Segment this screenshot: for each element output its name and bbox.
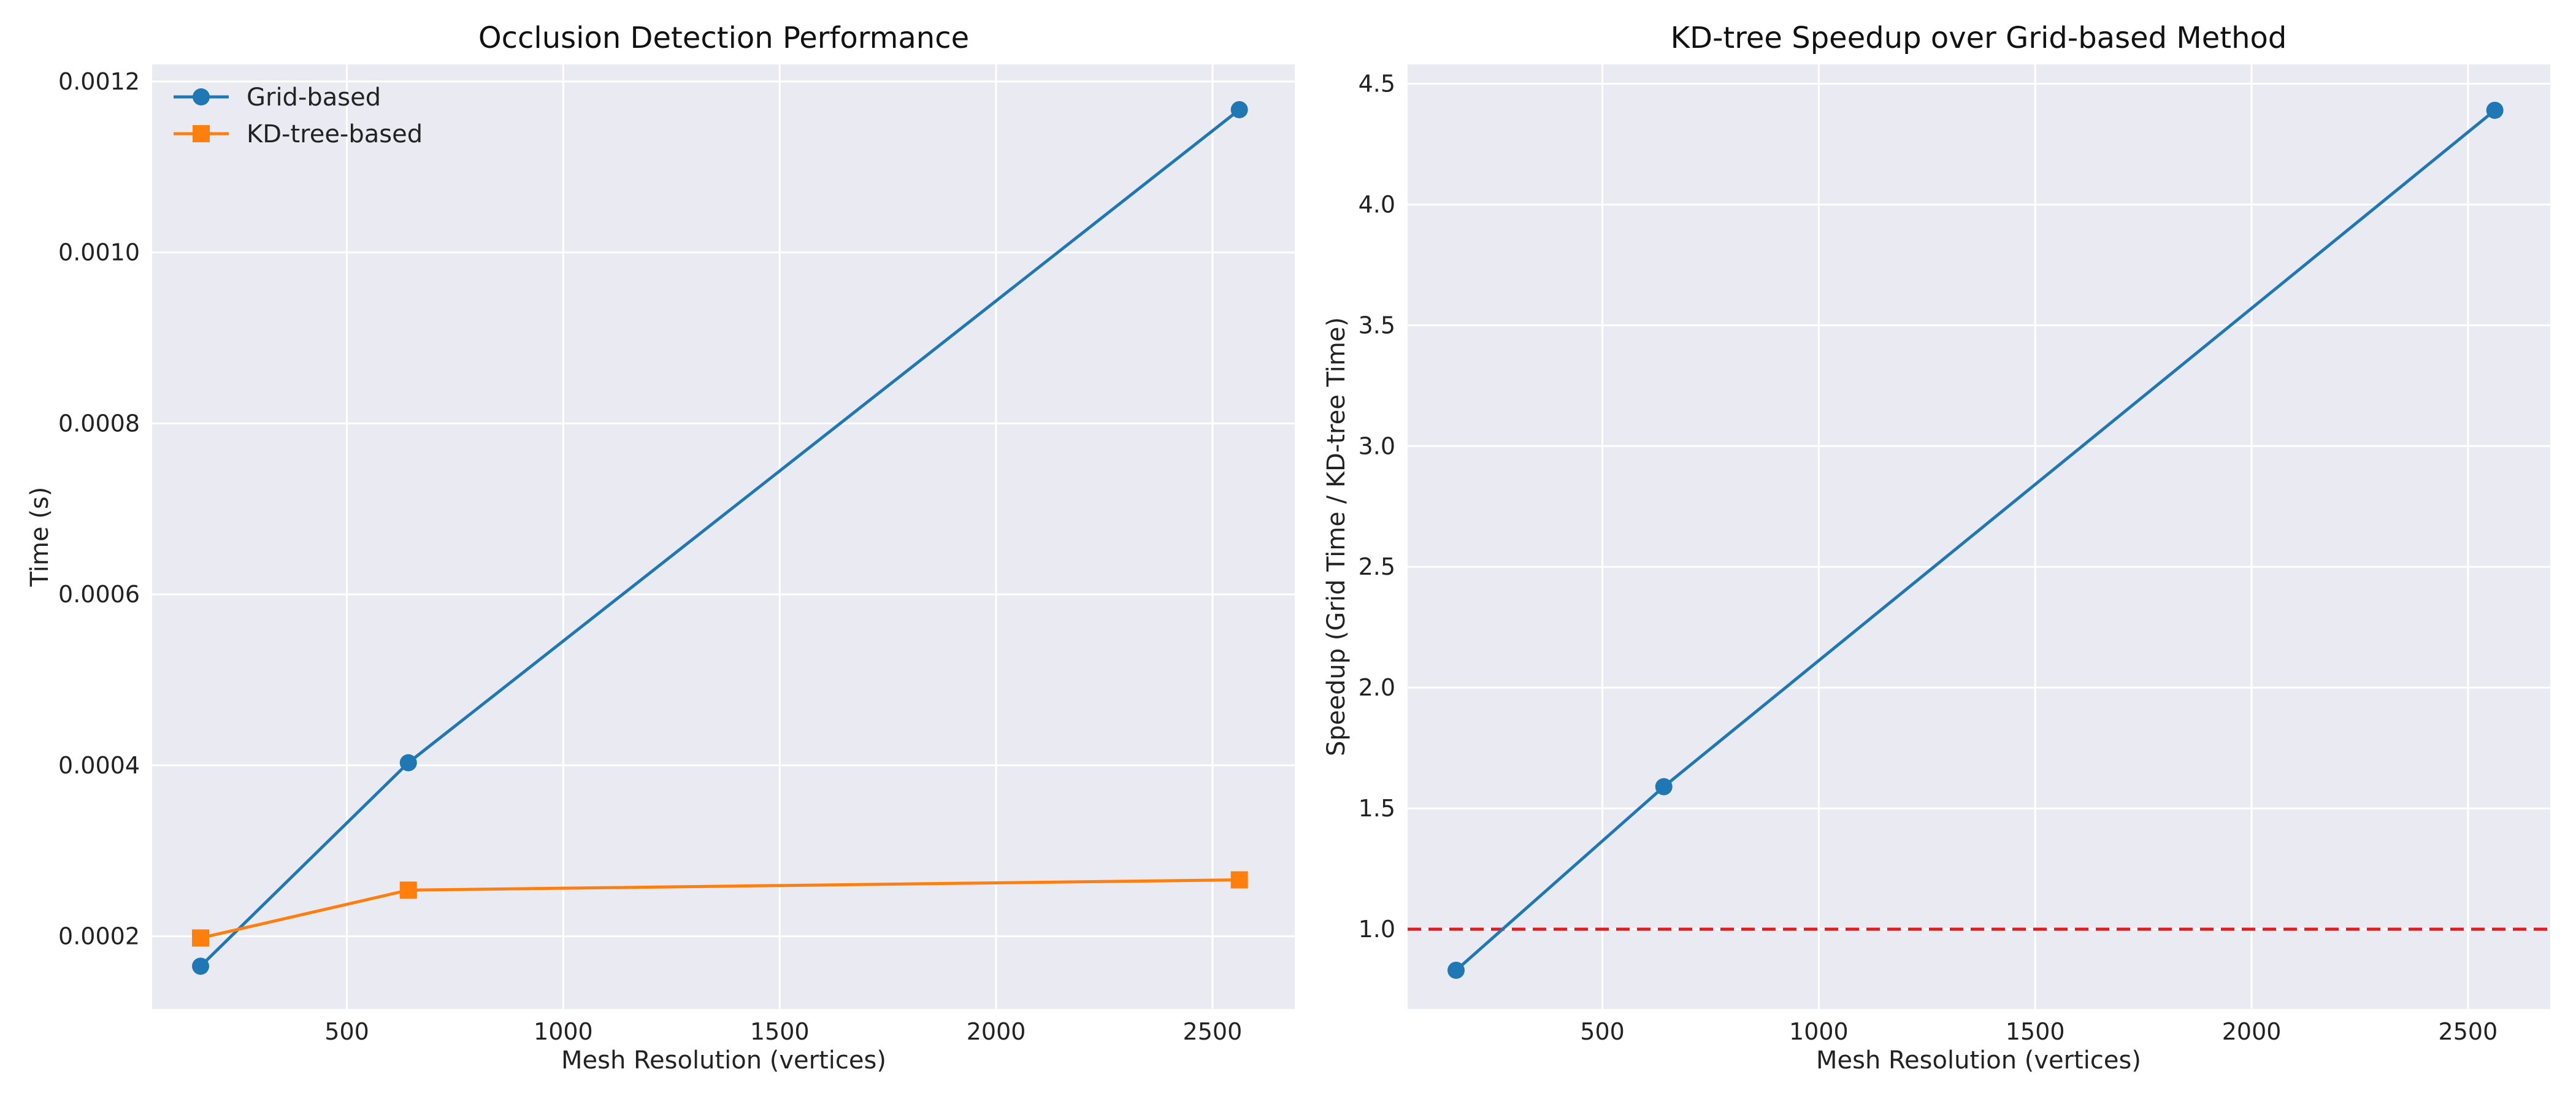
x-tick-label: 2500 [2439, 1018, 2498, 1045]
series-layer [192, 101, 1248, 975]
y-tick-label: 2.0 [1359, 674, 1395, 701]
data-point [1230, 871, 1248, 889]
y-tick-label: 0.0012 [58, 68, 140, 95]
legend-grid-based-marker [193, 88, 210, 105]
tick-labels: 500 1000 1500 2000 2500 0.0002 0.0004 0.0006 0.0… [58, 68, 1242, 1045]
data-point [1655, 778, 1673, 795]
legend-grid-based-label: Grid-based [247, 83, 381, 112]
y-tick-label: 0.0006 [58, 581, 140, 608]
legend: Grid-based KD-tree-based [174, 83, 423, 148]
y-tick-label: 3.0 [1359, 432, 1395, 459]
y-axis-label: Speedup (Grid Time / KD-tree Time) [1322, 317, 1351, 756]
x-tick-label: 1000 [1789, 1018, 1849, 1045]
chart-kd-tree-speedup: 500 1000 1500 2000 2500 1.0 1.5 2.0 2.5 3.0 3.5 4.0… [1322, 21, 2550, 1075]
x-tick-label: 1500 [2006, 1018, 2065, 1045]
legend-kd-tree-marker [193, 125, 210, 142]
y-axis-label: Time (s) [26, 487, 54, 588]
chart-title: Occlusion Detection Performance [478, 21, 969, 55]
x-tick-label: 1000 [534, 1018, 593, 1045]
y-tick-label: 0.0002 [58, 923, 140, 950]
x-tick-label: 500 [324, 1018, 369, 1045]
data-point [399, 881, 417, 899]
data-point [399, 754, 417, 772]
data-point [2486, 101, 2504, 119]
chart-occlusion-performance: 500 1000 1500 2000 2500 0.0002 0.0004 0.0006 0.0… [26, 21, 1295, 1075]
x-tick-label: 2000 [2222, 1018, 2282, 1045]
x-tick-label: 500 [1580, 1018, 1625, 1045]
x-tick-label: 2500 [1183, 1018, 1243, 1045]
y-tick-label: 1.0 [1359, 916, 1395, 943]
tick-labels: 500 1000 1500 2000 2500 1.0 1.5 2.0 2.5 3.0 3.5 4.0… [1359, 71, 2498, 1045]
y-tick-label: 0.0008 [58, 410, 140, 437]
y-tick-label: 4.5 [1359, 71, 1395, 98]
data-point [1447, 961, 1465, 979]
data-point [1230, 101, 1248, 118]
y-tick-label: 1.5 [1359, 795, 1395, 822]
data-point [192, 957, 210, 975]
grid-lines [152, 64, 1295, 1009]
x-tick-label: 1500 [750, 1018, 810, 1045]
x-tick-label: 2000 [967, 1018, 1026, 1045]
y-tick-label: 3.5 [1359, 312, 1395, 339]
y-tick-label: 2.5 [1359, 553, 1395, 580]
plot-area [152, 64, 1295, 1009]
series-layer [1408, 101, 2550, 979]
x-axis-label: Mesh Resolution (vertices) [1816, 1046, 2141, 1075]
y-tick-label: 4.0 [1359, 191, 1395, 218]
chart-title: KD-tree Speedup over Grid-based Method [1671, 21, 2287, 55]
x-axis-label: Mesh Resolution (vertices) [561, 1046, 886, 1075]
data-point [192, 929, 210, 947]
y-tick-label: 0.0010 [58, 239, 140, 266]
legend-kd-tree-label: KD-tree-based [247, 120, 423, 148]
y-tick-label: 0.0004 [58, 752, 140, 779]
grid-lines [1408, 64, 2550, 1009]
